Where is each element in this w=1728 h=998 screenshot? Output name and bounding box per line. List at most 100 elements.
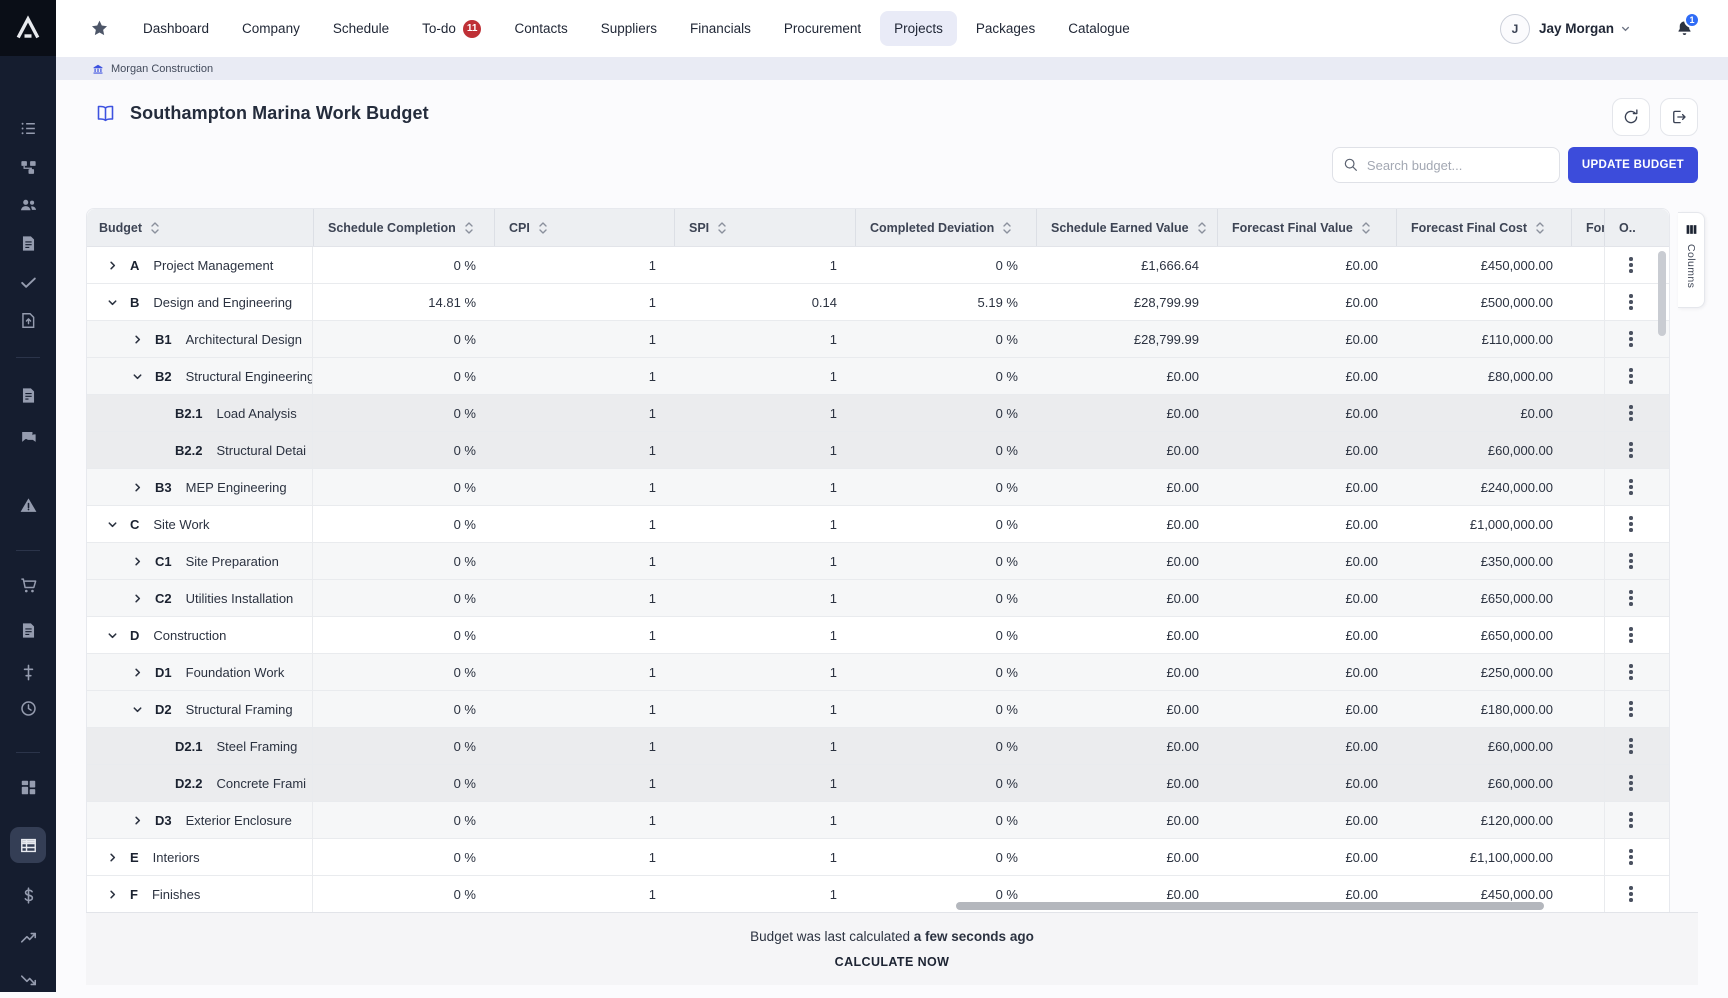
expand-chevron-icon[interactable] (129, 590, 145, 606)
kebab-menu-icon[interactable] (1623, 843, 1639, 871)
nav-item-to-do[interactable]: To-do11 (422, 20, 481, 38)
expand-chevron-icon[interactable] (104, 886, 120, 902)
cart-icon[interactable] (10, 567, 46, 603)
sort-icon[interactable] (717, 221, 727, 235)
app-logo[interactable] (0, 0, 56, 56)
schedule-earned-value-cell: £28,799.99 (1036, 284, 1217, 320)
expand-chevron-icon[interactable] (104, 257, 120, 273)
sort-icon[interactable] (1197, 221, 1207, 235)
dashboard-grid-icon[interactable] (10, 769, 46, 805)
nav-item-procurement[interactable]: Procurement (784, 21, 861, 36)
column-header-completed-deviation[interactable]: Completed Deviation (855, 209, 1036, 246)
trend-up-icon[interactable] (10, 919, 46, 955)
column-header-schedule-completion[interactable]: Schedule Completion (313, 209, 494, 246)
list-icon[interactable] (10, 110, 46, 146)
row-actions-cell (1604, 691, 1657, 727)
horizontal-scrollbar-thumb[interactable] (956, 902, 1544, 910)
kebab-menu-icon[interactable] (1623, 806, 1639, 834)
expand-chevron-icon[interactable] (104, 849, 120, 865)
kebab-menu-icon[interactable] (1623, 732, 1639, 760)
nav-item-schedule[interactable]: Schedule (333, 21, 389, 36)
collapse-chevron-icon[interactable] (129, 701, 145, 717)
sort-icon[interactable] (1002, 221, 1012, 235)
warning-icon[interactable] (10, 487, 46, 523)
export-button[interactable] (1660, 98, 1698, 136)
invoice-icon[interactable] (10, 377, 46, 413)
column-header-fore[interactable]: Fore (1571, 209, 1604, 246)
sort-icon[interactable] (1361, 221, 1371, 235)
kebab-menu-icon[interactable] (1623, 288, 1639, 316)
budget-name: Architectural Design (186, 332, 302, 347)
nav-item-packages[interactable]: Packages (976, 21, 1035, 36)
expand-chevron-icon[interactable] (129, 479, 145, 495)
kebab-menu-icon[interactable] (1623, 510, 1639, 538)
nav-item-financials[interactable]: Financials (690, 21, 751, 36)
clock-icon[interactable] (10, 690, 46, 726)
sort-icon[interactable] (1535, 221, 1545, 235)
kebab-menu-icon[interactable] (1623, 584, 1639, 612)
column-header-schedule-earned-value[interactable]: Schedule Earned Value (1036, 209, 1217, 246)
search-input[interactable] (1367, 158, 1549, 173)
sort-icon[interactable] (150, 221, 160, 235)
column-header-spi[interactable]: SPI (674, 209, 855, 246)
kebab-menu-icon[interactable] (1623, 695, 1639, 723)
kebab-menu-icon[interactable] (1623, 621, 1639, 649)
vertical-scrollbar-thumb[interactable] (1658, 251, 1666, 336)
expand-chevron-icon[interactable] (129, 664, 145, 680)
favorite-star-icon[interactable] (90, 19, 109, 38)
expand-chevron-icon[interactable] (129, 812, 145, 828)
nav-item-company[interactable]: Company (242, 21, 300, 36)
document-icon[interactable] (10, 225, 46, 261)
file-upload-icon[interactable] (10, 302, 46, 338)
collapse-chevron-icon[interactable] (104, 516, 120, 532)
document-alt-icon[interactable] (10, 612, 46, 648)
kebab-menu-icon[interactable] (1623, 436, 1639, 464)
budget-table-icon[interactable] (10, 827, 46, 863)
kebab-menu-icon[interactable] (1623, 658, 1639, 686)
expand-chevron-icon[interactable] (129, 553, 145, 569)
people-icon[interactable] (10, 187, 46, 223)
avatar[interactable]: J (1500, 14, 1530, 44)
column-header-budget[interactable]: Budget (87, 209, 313, 246)
kebab-menu-icon[interactable] (1623, 362, 1639, 390)
sort-icon[interactable] (464, 221, 474, 235)
update-budget-button[interactable]: UPDATE BUDGET (1568, 147, 1698, 183)
nav-item-suppliers[interactable]: Suppliers (601, 21, 657, 36)
nav-item-dashboard[interactable]: Dashboard (143, 21, 209, 36)
kebab-menu-icon[interactable] (1623, 473, 1639, 501)
nav-item-catalogue[interactable]: Catalogue (1068, 21, 1130, 36)
columns-panel-tab[interactable]: Columns (1678, 212, 1705, 308)
adjustments-icon[interactable] (10, 654, 46, 690)
nav-item-projects[interactable]: Projects (880, 11, 957, 46)
calculate-now-button[interactable]: CALCULATE NOW (835, 955, 950, 969)
breadcrumb[interactable]: Morgan Construction (92, 63, 213, 75)
expand-chevron-icon[interactable] (129, 331, 145, 347)
kebab-menu-icon[interactable] (1623, 251, 1639, 279)
column-header-forecast-final-value[interactable]: Forecast Final Value (1217, 209, 1396, 246)
refresh-button[interactable] (1612, 98, 1650, 136)
sort-icon[interactable] (538, 221, 548, 235)
column-header-forecast-final-cost[interactable]: Forecast Final Cost (1396, 209, 1571, 246)
kebab-menu-icon[interactable] (1623, 880, 1639, 908)
nav-item-contacts[interactable]: Contacts (514, 21, 567, 36)
kebab-menu-icon[interactable] (1623, 325, 1639, 353)
check-icon[interactable] (10, 264, 46, 300)
kebab-menu-icon[interactable] (1623, 399, 1639, 427)
trend-down-icon[interactable] (10, 962, 46, 998)
kebab-menu-icon[interactable] (1623, 769, 1639, 797)
collapse-chevron-icon[interactable] (104, 627, 120, 643)
sidebar-divider (16, 752, 40, 753)
user-name[interactable]: Jay Morgan (1539, 21, 1614, 36)
workflow-icon[interactable] (10, 149, 46, 185)
currency-icon[interactable] (10, 877, 46, 913)
column-header-cpi[interactable]: CPI (494, 209, 674, 246)
collapse-chevron-icon[interactable] (129, 368, 145, 384)
column-header-o-[interactable]: O.. (1604, 209, 1657, 246)
chat-icon[interactable] (10, 419, 46, 455)
spi-cell: 1 (674, 728, 855, 764)
collapse-chevron-icon[interactable] (104, 294, 120, 310)
kebab-menu-icon[interactable] (1623, 547, 1639, 575)
forecast-final-value-cell: £0.00 (1217, 654, 1396, 690)
chevron-down-icon[interactable] (1620, 23, 1631, 34)
notifications-bell-icon[interactable]: 1 (1675, 19, 1694, 38)
